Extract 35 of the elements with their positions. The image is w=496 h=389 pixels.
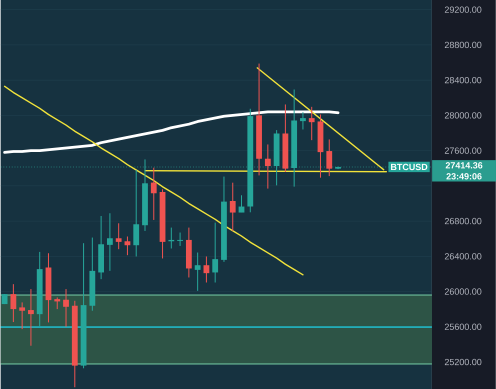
y-tick-label: 25200.00 [444, 358, 482, 366]
y-tick-label: 28800.00 [444, 42, 482, 48]
candlestick [168, 226, 174, 249]
line-series [4, 85, 304, 276]
candlestick [264, 144, 271, 189]
candlestick [212, 222, 218, 283]
candlestick [107, 212, 113, 272]
candlestick [308, 106, 315, 140]
candlestick [63, 288, 69, 328]
y-tick-label: 28000.00 [444, 112, 482, 118]
candlestick [204, 256, 210, 283]
ref-line-label: 27414.36 [446, 162, 482, 168]
candlestick [326, 138, 332, 176]
y-tick-label: 29200.00 [444, 6, 482, 13]
candlestick [54, 296, 60, 310]
candlestick [150, 167, 157, 220]
candlestick [124, 236, 130, 256]
candlestick [238, 194, 244, 213]
candlestick [19, 302, 26, 330]
y-tick-label: 25600.00 [444, 323, 482, 330]
candlestick [230, 182, 236, 232]
y-tick-label: 27600.00 [444, 147, 482, 154]
candlestick [28, 288, 34, 346]
text: 23:49:06 [446, 172, 482, 180]
candlestick [133, 169, 140, 257]
annotation: BTCUSD [391, 164, 428, 170]
y-tick-label: 26800.00 [444, 218, 482, 224]
candlestick [194, 252, 201, 292]
candlestick [300, 112, 306, 130]
candlestick [177, 232, 183, 246]
candlestick [10, 284, 16, 322]
y-tick-label: 26400.00 [444, 252, 482, 260]
candlestick [116, 222, 122, 250]
y-tick-label: 26000.00 [444, 288, 482, 295]
y-tick-label: 28400.00 [444, 76, 482, 84]
